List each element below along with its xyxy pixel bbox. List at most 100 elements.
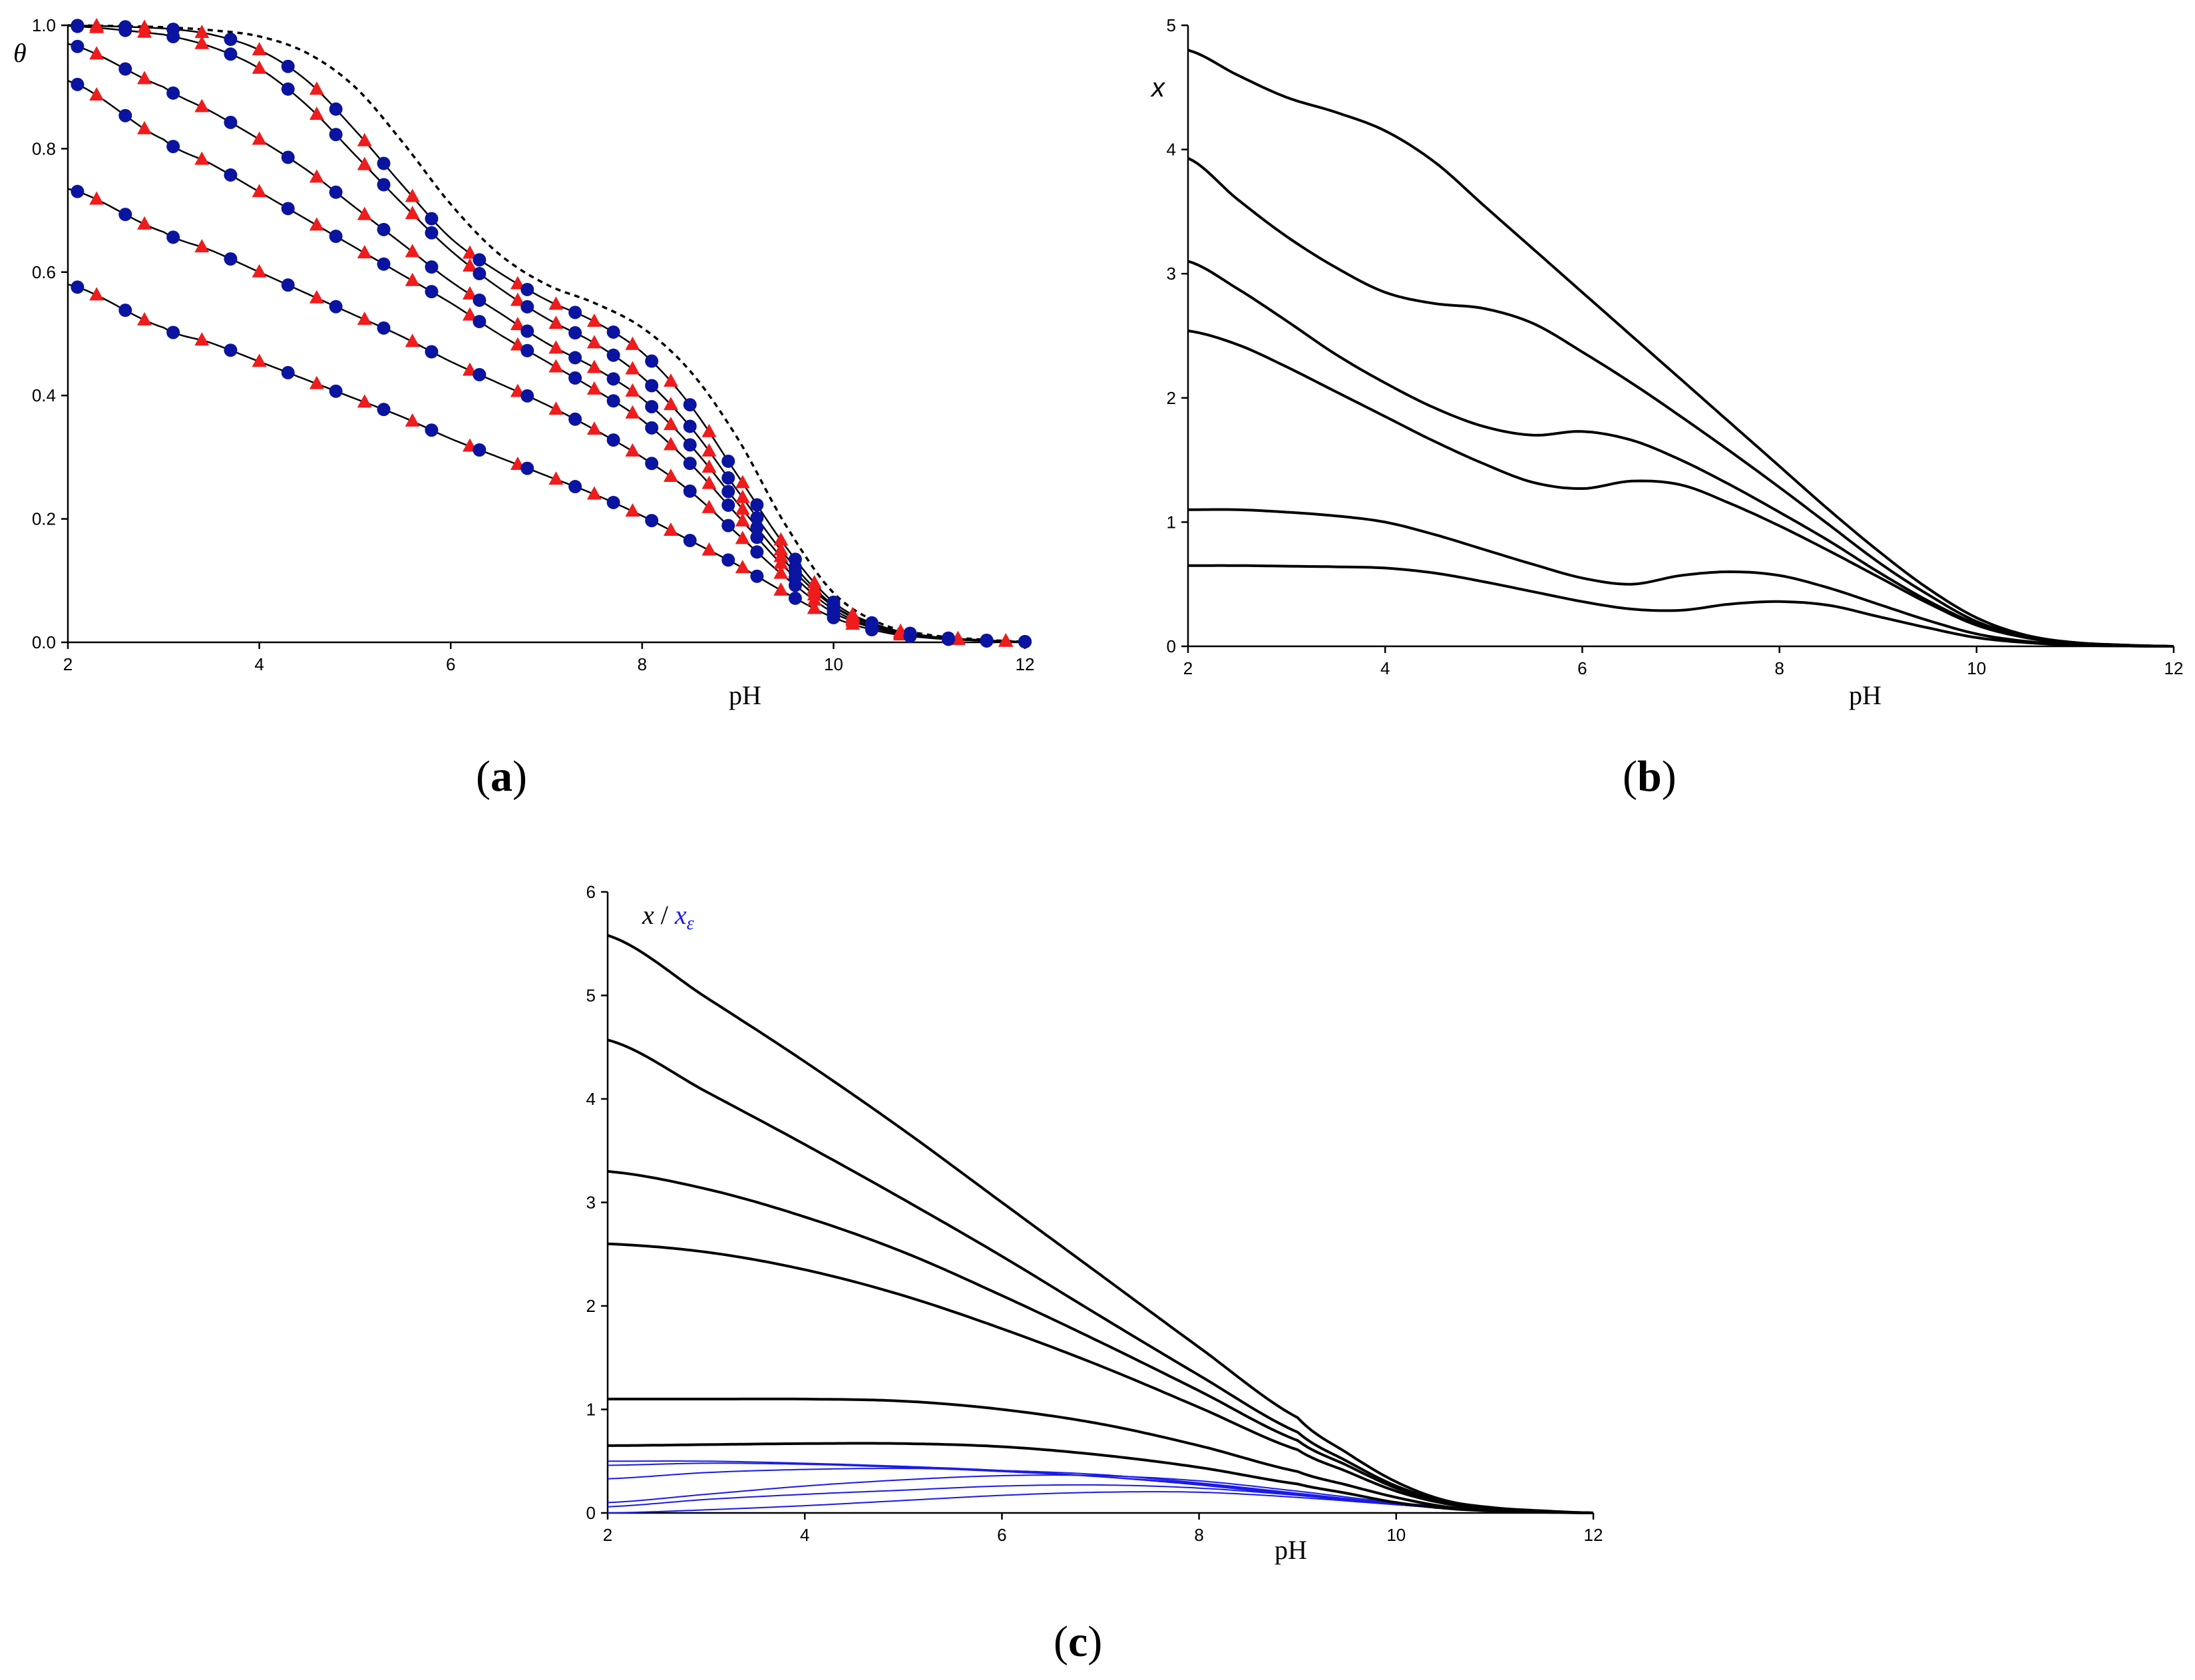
chart-a-circle-marker — [329, 230, 343, 244]
chart-b-xtick-label: 6 — [1577, 658, 1587, 678]
chart-a-triangle-marker — [773, 548, 789, 562]
chart-a-triangle-marker — [137, 24, 152, 38]
chart-b-ytick-label: 0 — [1167, 636, 1176, 656]
chart-a-triangle-marker — [773, 542, 789, 556]
chart-a-circle-marker — [865, 623, 879, 637]
chart-a-circle-marker — [425, 260, 439, 274]
chart-a-triangle-marker — [735, 560, 750, 574]
chart-a-circle-marker — [166, 140, 180, 154]
chart-a-circle-marker — [71, 184, 85, 198]
chart-a-circle-marker — [224, 115, 238, 129]
chart-a-triangle-marker — [194, 239, 210, 253]
chart-c-x-lines — [607, 934, 1594, 1514]
chart-a-triangle-marker — [663, 373, 678, 387]
chart-a-triangle-marker — [137, 312, 152, 325]
chart-b-ytick-label: 5 — [1167, 15, 1176, 35]
chart-a-triangle-marker — [586, 381, 602, 395]
chart-b-xtick-label: 12 — [2164, 658, 2184, 678]
chart-c-ytick-label: 2 — [586, 1296, 596, 1316]
chart-a-circle-marker — [281, 82, 295, 96]
chart-a-triangle-marker — [89, 19, 104, 33]
chart-a-circle-marker — [721, 471, 735, 485]
chart-a-triangle-marker — [194, 35, 210, 49]
chart-b-series-lines — [1187, 49, 2174, 648]
chart-a-triangle-marker — [194, 332, 210, 346]
chart-a-triangle-marker — [586, 421, 602, 435]
chart-b-xtick-label: 10 — [1967, 658, 1986, 678]
chart-a-triangle-marker — [773, 582, 789, 596]
chart-a-triangle-marker — [807, 600, 822, 614]
chart-a-triangle-marker — [462, 286, 477, 300]
chart-a-circle-marker — [683, 457, 697, 471]
chart-a-triangle-marker — [998, 633, 1014, 647]
chart-c-ylabel-xe: x — [674, 900, 687, 930]
chart-a-circle-marker — [750, 530, 764, 544]
chart-a-triangle-marker — [701, 423, 717, 437]
chart-a-triangle-marker — [663, 469, 678, 483]
chart-a-triangle-marker — [701, 475, 717, 489]
chart-a-circle-marker — [750, 521, 764, 534]
chart-a-triangle-marker — [586, 359, 602, 373]
chart-a-triangle-marker — [462, 258, 477, 272]
chart-a-circle-marker — [377, 178, 391, 192]
chart-a-ylabel: θ — [13, 38, 27, 68]
chart-a-triangle-marker — [309, 106, 324, 120]
chart-a-circle-marker — [683, 534, 697, 548]
chart-a-circle-marker — [568, 412, 582, 426]
chart-a-circle-marker — [750, 545, 764, 559]
chart-a-xlabel: pH — [729, 680, 761, 710]
chart-b-line-b1 — [1187, 49, 2174, 648]
chart-a-triangle-marker — [405, 413, 420, 427]
chart-a-circle-marker — [329, 300, 343, 314]
chart-a-ytick-label: 0.4 — [32, 385, 56, 405]
chart-a-triangle-marker — [845, 616, 861, 630]
chart-a-circle-marker — [606, 372, 620, 386]
chart-a-ytick-label: 1.0 — [32, 15, 56, 35]
chart-c-ytick-label: 3 — [586, 1193, 596, 1213]
chart-a-circle-marker — [473, 267, 487, 281]
chart-a-triangle-marker — [194, 25, 210, 39]
chart-a-circle-marker — [473, 367, 487, 381]
chart-a-triangle-marker — [548, 315, 564, 329]
chart-a-circle-marker — [377, 222, 391, 236]
chart-c-xlabel: pH — [1275, 1535, 1307, 1565]
chart-a-circle-marker — [425, 345, 439, 359]
chart-a-circle-marker — [329, 384, 343, 398]
chart-a-triangle-marker — [309, 290, 324, 304]
panel-label-b-letter: b — [1637, 752, 1662, 801]
chart-a-triangle-marker — [548, 340, 564, 354]
chart-a-triangle-marker — [548, 401, 564, 415]
chart-panel-a: 2 4 6 8 10 12 0.0 0.2 0.4 0.6 0.8 1.0 pH θ — [13, 15, 1034, 710]
chart-a-circle-marker — [520, 389, 534, 403]
chart-a-xtick-label: 12 — [1016, 654, 1035, 674]
chart-a-triangle-marker — [773, 532, 789, 546]
chart-a-circle-marker — [645, 379, 659, 393]
chart-a-triangle-marker — [735, 489, 750, 503]
panel-label-a-letter: a — [491, 752, 512, 801]
chart-a-triangle-marker — [309, 217, 324, 231]
chart-b-line-b6 — [1188, 564, 2174, 648]
chart-a-triangle-marker — [548, 359, 564, 373]
chart-a-triangle-marker — [462, 245, 477, 259]
chart-a-circle-marker — [377, 403, 391, 417]
chart-c-xtick-label: 2 — [603, 1525, 612, 1545]
chart-a-triangle-marker — [625, 443, 640, 457]
chart-a-triangle-marker — [309, 81, 324, 95]
chart-a-circle-marker — [750, 498, 764, 512]
chart-a-markers — [71, 17, 1032, 649]
chart-a-circle-marker — [520, 282, 534, 296]
chart-a-circle-marker — [166, 30, 180, 44]
chart-a-circle-marker — [941, 632, 955, 646]
chart-c-ylabel-sub: ε — [687, 913, 694, 934]
panel-label-b: (b) — [1623, 752, 1677, 801]
chart-b-xlabel: pH — [1849, 680, 1882, 710]
chart-a-circle-marker — [606, 348, 620, 362]
chart-a-circle-marker — [683, 438, 697, 452]
chart-a-circle-marker — [425, 212, 439, 226]
chart-a-circle-marker — [329, 102, 343, 116]
chart-a-circle-marker — [568, 306, 582, 319]
chart-c-ytick-label: 4 — [586, 1089, 596, 1109]
chart-a-triangle-marker — [548, 296, 564, 310]
chart-a-circle-marker — [683, 419, 697, 433]
